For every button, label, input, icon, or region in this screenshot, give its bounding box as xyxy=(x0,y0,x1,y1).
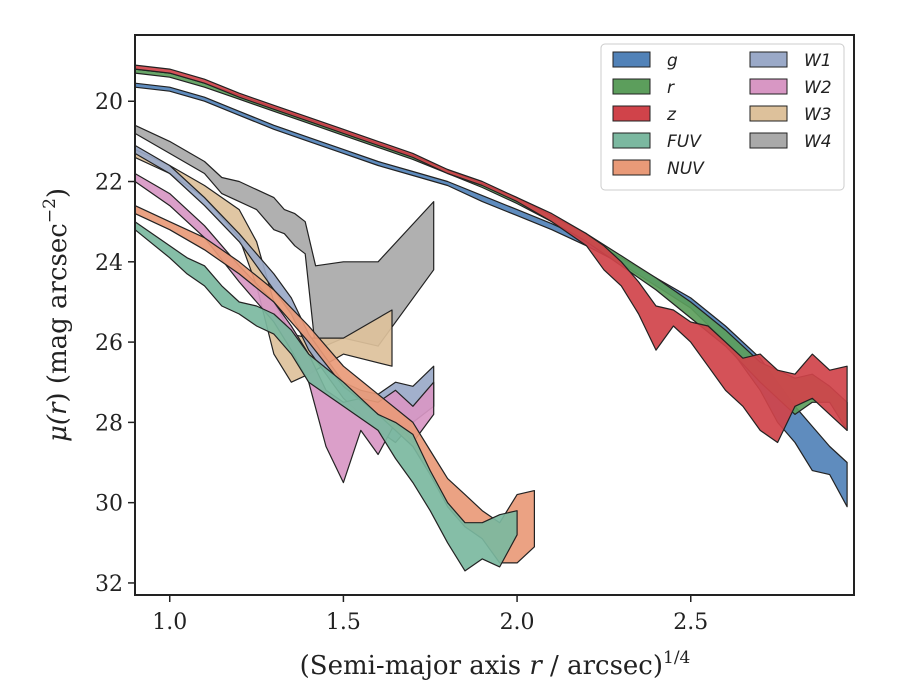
legend-swatch xyxy=(612,132,651,149)
legend-swatch xyxy=(749,51,788,68)
band-g xyxy=(134,82,848,508)
legend-label: r xyxy=(667,78,675,98)
band-nuv xyxy=(134,205,536,564)
y-tick-label: 24 xyxy=(95,251,123,276)
legend-label: W2 xyxy=(804,78,832,98)
y-axis-label: μ(r) (mag arcsec−2) xyxy=(40,188,73,442)
legend-swatch xyxy=(612,159,651,176)
y-tick-label: 26 xyxy=(95,331,123,356)
y-axis-ticks: 20 22 24 26 28 30 32 xyxy=(95,90,135,597)
y-tick-label: 20 xyxy=(95,90,123,115)
x-axis-ticks: 1.0 1.5 2.0 2.5 xyxy=(152,595,708,635)
legend-swatch xyxy=(749,78,788,95)
legend-swatch xyxy=(612,78,651,95)
x-tick-label: 2.5 xyxy=(673,610,708,635)
plot-frame xyxy=(134,34,855,596)
legend: grz FUV NUV W1 W2 W3 W4 xyxy=(600,43,845,191)
legend-label: z xyxy=(666,105,677,125)
legend-swatch xyxy=(749,105,788,122)
legend-label: W1 xyxy=(804,51,832,71)
x-tick-label: 1.0 xyxy=(152,610,187,635)
legend-label: W4 xyxy=(804,132,832,152)
y-tick-label: 30 xyxy=(95,492,123,517)
legend-swatch xyxy=(612,105,651,122)
legend-label: FUV xyxy=(667,132,702,152)
x-axis-label: (Semi-major axis r / arcsec)1/4 xyxy=(300,648,691,681)
legend-swatch xyxy=(612,51,651,68)
legend-label: g xyxy=(667,51,678,71)
x-tick-label: 2.0 xyxy=(500,610,535,635)
legend-label: NUV xyxy=(667,159,705,179)
band-z xyxy=(134,64,848,444)
y-tick-label: 22 xyxy=(95,171,123,196)
band-w4 xyxy=(134,124,435,351)
x-tick-label: 1.5 xyxy=(326,610,361,635)
legend-label: W3 xyxy=(804,105,832,125)
profile-bands xyxy=(134,64,848,572)
y-tick-label: 32 xyxy=(95,572,123,597)
legend-swatch xyxy=(749,132,788,149)
band-fuv xyxy=(134,221,518,572)
y-tick-label: 28 xyxy=(95,411,123,436)
